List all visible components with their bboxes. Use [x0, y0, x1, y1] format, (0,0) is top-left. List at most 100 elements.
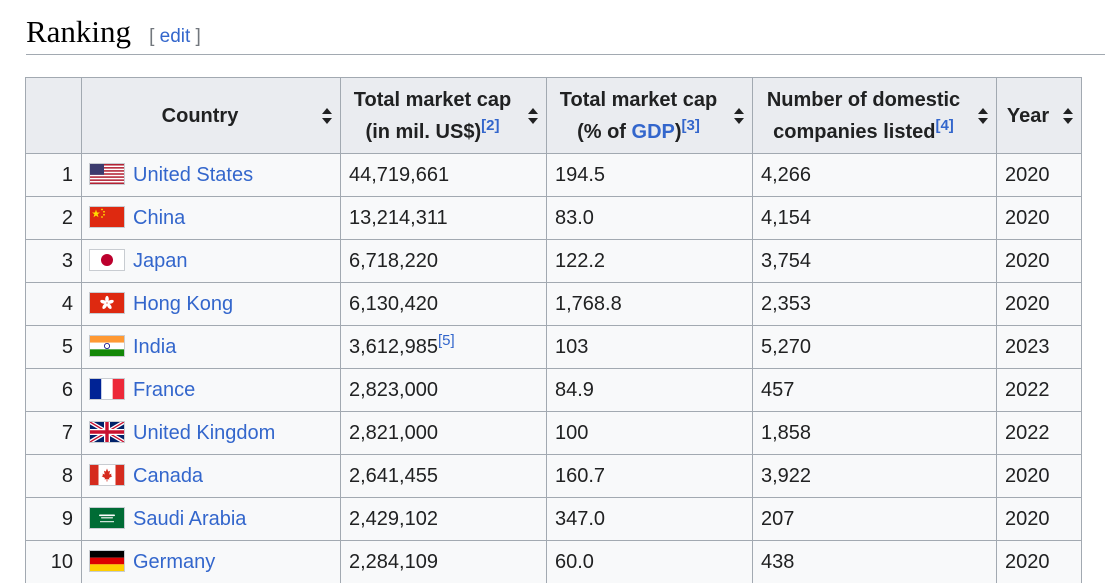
- rank-cell: 4: [25, 282, 82, 326]
- country-link[interactable]: Canada: [133, 465, 204, 487]
- country-cell: China: [81, 196, 341, 240]
- companies-cell: 457: [752, 368, 997, 412]
- country-link[interactable]: Japan: [133, 250, 188, 272]
- companies-cell: 4,266: [752, 153, 997, 197]
- hong-kong-flag-icon[interactable]: [90, 293, 124, 313]
- country-cell: Saudi Arabia: [81, 497, 341, 541]
- uk-flag-icon[interactable]: [90, 422, 124, 442]
- edit-section: [ edit ]: [149, 26, 201, 47]
- table-row: 6 France 2,823,000 84.9 457 2022: [25, 368, 1082, 412]
- companies-cell: 4,154: [752, 196, 997, 240]
- year-cell: 2020: [996, 239, 1082, 283]
- rank-cell: 6: [25, 368, 82, 412]
- country-link[interactable]: Germany: [133, 551, 216, 573]
- country-cell: France: [81, 368, 341, 412]
- gdp-link[interactable]: GDP: [631, 120, 675, 143]
- table-row: 4 Hong Kong 6,130,420 1,768.8 2,353 2020: [25, 282, 1082, 326]
- gdp-cell: 84.9: [546, 368, 753, 412]
- country-cell: Germany: [81, 540, 341, 583]
- sort-icon[interactable]: [978, 107, 988, 124]
- section-title: Ranking: [26, 14, 132, 49]
- year-cell: 2020: [996, 196, 1082, 240]
- table-row: 2 China 13,214,311 83.0 4,154 2020: [25, 196, 1082, 240]
- market-cap-cell: 44,719,661: [340, 153, 547, 197]
- canada-flag-icon[interactable]: [90, 465, 124, 485]
- companies-cell: 5,270: [752, 325, 997, 369]
- country-cell: Canada: [81, 454, 341, 498]
- gdp-cell: 194.5: [546, 153, 753, 197]
- rank-cell: 3: [25, 239, 82, 283]
- reference-link[interactable]: [5]: [437, 332, 455, 349]
- companies-cell: 207: [752, 497, 997, 541]
- gdp-cell: 103: [546, 325, 753, 369]
- country-link[interactable]: China: [133, 207, 186, 229]
- year-cell: 2023: [996, 325, 1082, 369]
- country-link[interactable]: France: [133, 379, 196, 401]
- rank-cell: 2: [25, 196, 82, 240]
- year-cell: 2022: [996, 411, 1082, 455]
- rank-cell: 9: [25, 497, 82, 541]
- section-heading: Ranking [ edit ]: [26, 10, 1105, 55]
- table-row: 8 Canada 2,641,455 160.7 3,922 2020: [25, 454, 1082, 498]
- companies-header[interactable]: Number of domestic companies listed[4]: [752, 77, 997, 154]
- country-link[interactable]: United States: [133, 164, 254, 186]
- table-row: 3 Japan 6,718,220 122.2 3,754 2020: [25, 239, 1082, 283]
- gdp-cell: 1,768.8: [546, 282, 753, 326]
- rank-cell: 10: [25, 540, 82, 583]
- table-row: 7 United Kingdom 2,821,000 100 1,858 2022: [25, 411, 1082, 455]
- companies-cell: 3,922: [752, 454, 997, 498]
- table-row: 9 Saudi Arabia 2,429,102 347.0 207 2020: [25, 497, 1082, 541]
- companies-cell: 3,754: [752, 239, 997, 283]
- market-cap-header[interactable]: Total market cap (in mil. US$)[2]: [340, 77, 547, 154]
- reference-link[interactable]: [4]: [935, 116, 954, 134]
- market-cap-cell: 13,214,311: [340, 196, 547, 240]
- sort-icon[interactable]: [1063, 107, 1073, 124]
- country-header[interactable]: Country: [81, 77, 341, 154]
- market-cap-cell: 2,641,455: [340, 454, 547, 498]
- country-link[interactable]: Hong Kong: [133, 293, 234, 315]
- companies-cell: 2,353: [752, 282, 997, 326]
- table-row: 10 Germany 2,284,109 60.0 438 2020: [25, 540, 1082, 583]
- us-flag-icon[interactable]: [90, 164, 124, 184]
- market-cap-cell: 2,284,109: [340, 540, 547, 583]
- market-cap-cell: 2,823,000: [340, 368, 547, 412]
- rank-cell: 7: [25, 411, 82, 455]
- year-cell: 2020: [996, 282, 1082, 326]
- rank-header: [25, 77, 82, 154]
- sort-icon[interactable]: [322, 107, 332, 124]
- table-row: 1 United States 44,719,661 194.5 4,266 2020: [25, 153, 1082, 197]
- gdp-header[interactable]: Total market cap (% of GDP)[3]: [546, 77, 753, 154]
- rank-cell: 8: [25, 454, 82, 498]
- sort-icon[interactable]: [528, 107, 538, 124]
- country-link[interactable]: India: [133, 336, 177, 358]
- rank-cell: 5: [25, 325, 82, 369]
- gdp-cell: 60.0: [546, 540, 753, 583]
- country-cell: Hong Kong: [81, 282, 341, 326]
- india-flag-icon[interactable]: [90, 336, 124, 356]
- country-cell: India: [81, 325, 341, 369]
- gdp-cell: 100: [546, 411, 753, 455]
- germany-flag-icon[interactable]: [90, 551, 124, 571]
- sort-icon[interactable]: [734, 107, 744, 124]
- year-header[interactable]: Year: [996, 77, 1082, 154]
- france-flag-icon[interactable]: [90, 379, 124, 399]
- japan-flag-icon[interactable]: [90, 250, 124, 270]
- saudi-arabia-flag-icon[interactable]: [90, 508, 124, 528]
- country-cell: Japan: [81, 239, 341, 283]
- market-cap-cell: 6,130,420: [340, 282, 547, 326]
- reference-link[interactable]: [3]: [681, 116, 700, 134]
- market-cap-cell: 3,612,985[5]: [340, 325, 547, 369]
- gdp-cell: 122.2: [546, 239, 753, 283]
- gdp-cell: 160.7: [546, 454, 753, 498]
- year-cell: 2020: [996, 497, 1082, 541]
- year-cell: 2022: [996, 368, 1082, 412]
- country-link[interactable]: United Kingdom: [133, 422, 276, 444]
- rank-cell: 1: [25, 153, 82, 197]
- edit-link[interactable]: edit: [159, 26, 191, 47]
- country-link[interactable]: Saudi Arabia: [133, 508, 247, 530]
- companies-cell: 1,858: [752, 411, 997, 455]
- reference-link[interactable]: [2]: [481, 116, 500, 134]
- china-flag-icon[interactable]: [90, 207, 124, 227]
- market-cap-cell: 2,821,000: [340, 411, 547, 455]
- companies-cell: 438: [752, 540, 997, 583]
